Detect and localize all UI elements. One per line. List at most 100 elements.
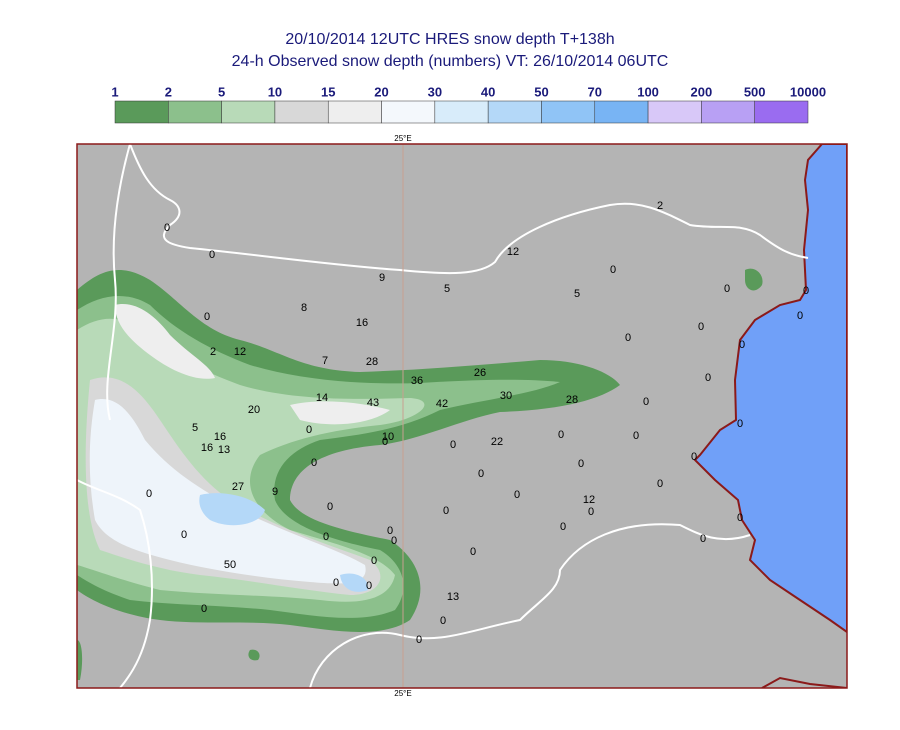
observation-value: 0 xyxy=(327,501,333,513)
observation-value: 0 xyxy=(201,603,207,615)
observation-value: 42 xyxy=(436,398,448,410)
colorbar-box xyxy=(487,100,542,124)
colorbar-label: 2 xyxy=(165,84,172,99)
observation-value: 0 xyxy=(558,429,564,441)
observation-value: 36 xyxy=(411,375,423,387)
observation-value: 0 xyxy=(737,418,743,430)
observation-value: 0 xyxy=(470,546,476,558)
colorbar-label: 200 xyxy=(691,84,713,99)
observation-value: 0 xyxy=(737,512,743,524)
observation-value: 0 xyxy=(311,457,317,469)
meridian-label: 25°E xyxy=(394,689,411,698)
observation-value: 0 xyxy=(440,615,446,627)
observation-value: 5 xyxy=(444,283,450,295)
observation-value: 10 xyxy=(382,431,394,443)
observation-value: 0 xyxy=(306,424,312,436)
observation-value: 0 xyxy=(387,525,393,537)
observation-value: 2 xyxy=(210,346,216,358)
observation-value: 0 xyxy=(391,535,397,547)
observation-value: 28 xyxy=(366,356,378,368)
observation-value: 0 xyxy=(739,339,745,351)
colorbar-label: 15 xyxy=(321,84,335,99)
observation-value: 0 xyxy=(560,521,566,533)
colorbar-box xyxy=(221,100,276,124)
observation-value: 0 xyxy=(323,531,329,543)
observation-value: 5 xyxy=(192,422,198,434)
observation-value: 0 xyxy=(209,249,215,261)
observation-value: 5 xyxy=(574,288,580,300)
colorbar-label: 50 xyxy=(534,84,548,99)
observation-value: 16 xyxy=(214,431,226,443)
observation-value: 14 xyxy=(316,392,328,404)
colorbar-box xyxy=(381,100,436,124)
observation-value: 26 xyxy=(474,367,486,379)
colorbar-box xyxy=(114,100,169,124)
map-subtitle: 24-h Observed snow depth (numbers) VT: 2… xyxy=(232,53,669,70)
observation-value: 0 xyxy=(700,533,706,545)
colorbar-box xyxy=(647,100,702,124)
colorbar-box xyxy=(274,100,329,124)
observation-value: 8 xyxy=(301,302,307,314)
observation-value: 13 xyxy=(218,444,230,456)
observation-value: 9 xyxy=(272,486,278,498)
observation-value: 0 xyxy=(382,436,388,448)
colorbar-box xyxy=(434,100,489,124)
observation-value: 0 xyxy=(333,577,339,589)
observation-value: 12 xyxy=(583,494,595,506)
observation-value: 22 xyxy=(491,436,503,448)
observation-value: 0 xyxy=(588,506,594,518)
observation-value: 0 xyxy=(478,468,484,480)
coast xyxy=(761,676,847,688)
observation-value: 0 xyxy=(625,332,631,344)
observation-value: 16 xyxy=(201,442,213,454)
colorbar-label: 70 xyxy=(588,84,602,99)
observation-value: 30 xyxy=(500,390,512,402)
observation-value: 50 xyxy=(224,559,236,571)
colorbar-box xyxy=(327,100,382,124)
colorbar-label: 10000 xyxy=(790,84,826,99)
observation-value: 2 xyxy=(657,200,663,212)
observation-value: 9 xyxy=(379,272,385,284)
observation-value: 0 xyxy=(164,222,170,234)
meridian-label: 25°E xyxy=(394,134,411,143)
colorbar-label: 1 xyxy=(111,84,118,99)
observation-value: 16 xyxy=(356,317,368,329)
observation-value: 0 xyxy=(204,311,210,323)
observation-value: 0 xyxy=(514,489,520,501)
observation-value: 28 xyxy=(566,394,578,406)
colorbar-box xyxy=(754,100,809,124)
snow-field xyxy=(77,268,763,680)
colorbar-label: 500 xyxy=(744,84,766,99)
observation-value: 0 xyxy=(657,478,663,490)
observation-value: 20 xyxy=(248,404,260,416)
observation-value: 0 xyxy=(633,430,639,442)
colorbar-label: 40 xyxy=(481,84,495,99)
borders xyxy=(77,144,809,688)
colorbar-label: 5 xyxy=(218,84,225,99)
observation-value: 0 xyxy=(705,372,711,384)
colorbar-label: 30 xyxy=(428,84,442,99)
observation-value: 0 xyxy=(691,451,697,463)
observation-value: 0 xyxy=(803,285,809,297)
observation-value: 0 xyxy=(698,321,704,333)
observation-value: 0 xyxy=(443,505,449,517)
observation-value: 27 xyxy=(232,481,244,493)
map-title: 20/10/2014 12UTC HRES snow depth T+138h xyxy=(285,31,614,48)
observation-value: 0 xyxy=(643,396,649,408)
observation-value: 0 xyxy=(797,310,803,322)
observation-value: 12 xyxy=(234,346,246,358)
observation-value: 0 xyxy=(450,439,456,451)
observation-value: 0 xyxy=(724,283,730,295)
colorbar-box xyxy=(701,100,755,124)
colorbar-box xyxy=(594,100,649,124)
colorbar-label: 10 xyxy=(268,84,282,99)
observation-value: 0 xyxy=(146,488,152,500)
observation-value: 7 xyxy=(322,355,328,367)
observation-value: 0 xyxy=(366,580,372,592)
observation-value: 43 xyxy=(367,397,379,409)
observation-value: 0 xyxy=(416,634,422,646)
colorbar-box xyxy=(541,100,596,124)
